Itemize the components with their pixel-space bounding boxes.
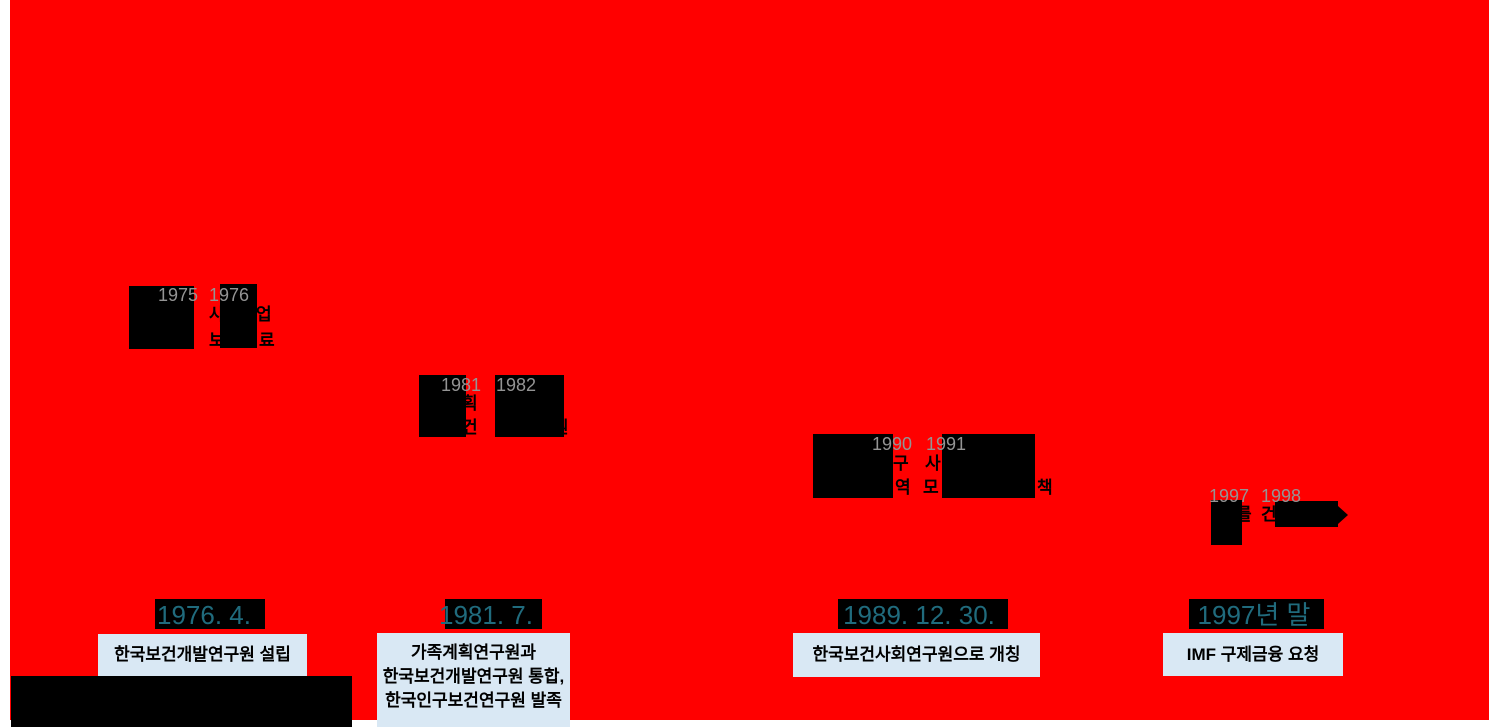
year-label: 1981 xyxy=(441,375,482,395)
milestone-label: 가족계획연구원과 한국보건개발연구원 통합, 한국인구보건연구원 발족 xyxy=(377,633,570,727)
arrow-right-icon xyxy=(1338,506,1348,524)
text-fragment: 사 xyxy=(925,454,941,473)
milestone-label-line: 가족계획연구원과 xyxy=(410,643,537,662)
text-fragment: 건 xyxy=(1261,505,1277,524)
date-highlight-box xyxy=(445,599,542,629)
text-fragment: 모 xyxy=(923,478,939,497)
milestone-label-line: IMF 구제금융 요청 xyxy=(1186,645,1320,664)
redaction-box-large xyxy=(11,676,352,727)
date-highlight-box xyxy=(838,599,1008,629)
redaction-box xyxy=(220,284,257,348)
date-highlight-box xyxy=(155,599,265,629)
year-label: 1998 xyxy=(1261,486,1302,506)
text-fragment: 업 xyxy=(256,305,272,324)
redaction-box xyxy=(129,286,194,349)
milestone-label-line: 한국보건사회연구원으로 개칭 xyxy=(812,645,1021,664)
year-label: 1982 xyxy=(496,375,537,395)
year-label: 1990 xyxy=(872,434,913,454)
redaction-box xyxy=(495,375,564,437)
year-label: 1975 xyxy=(158,285,199,305)
date-highlight-box xyxy=(1189,599,1324,629)
milestone-label-line: 한국인구보건연구원 발족 xyxy=(385,691,562,710)
text-fragment: 구 xyxy=(893,454,909,473)
redaction-box xyxy=(1275,501,1338,527)
milestone-date: 1976. 4. xyxy=(157,600,251,630)
year-label: 1991 xyxy=(926,434,967,454)
milestone-date: 1997년 말 xyxy=(1197,600,1311,630)
text-fragment: 역 xyxy=(895,478,911,497)
milestone-label: IMF 구제금융 요청 xyxy=(1163,633,1343,676)
redaction-box xyxy=(813,434,893,498)
milestone-date: 1981. 7. xyxy=(439,600,533,630)
milestone-label: 한국보건개발연구원 설립 xyxy=(98,634,307,676)
milestone-date: 1989. 12. 30. xyxy=(843,600,995,630)
year-label: 1997 xyxy=(1209,486,1250,506)
text-fragment: 책 xyxy=(1037,478,1053,497)
milestone-label: 한국보건사회연구원으로 개칭 xyxy=(793,633,1040,677)
milestone-label-line: 한국보건개발연구원 통합, xyxy=(382,667,565,686)
redaction-box xyxy=(942,434,1035,498)
redaction-box xyxy=(419,375,466,437)
text-fragment: 료 xyxy=(259,331,275,350)
year-label: 1976 xyxy=(209,285,250,305)
redaction-box xyxy=(1211,500,1242,545)
milestone-label-line: 한국보건개발연구원 설립 xyxy=(114,645,291,664)
